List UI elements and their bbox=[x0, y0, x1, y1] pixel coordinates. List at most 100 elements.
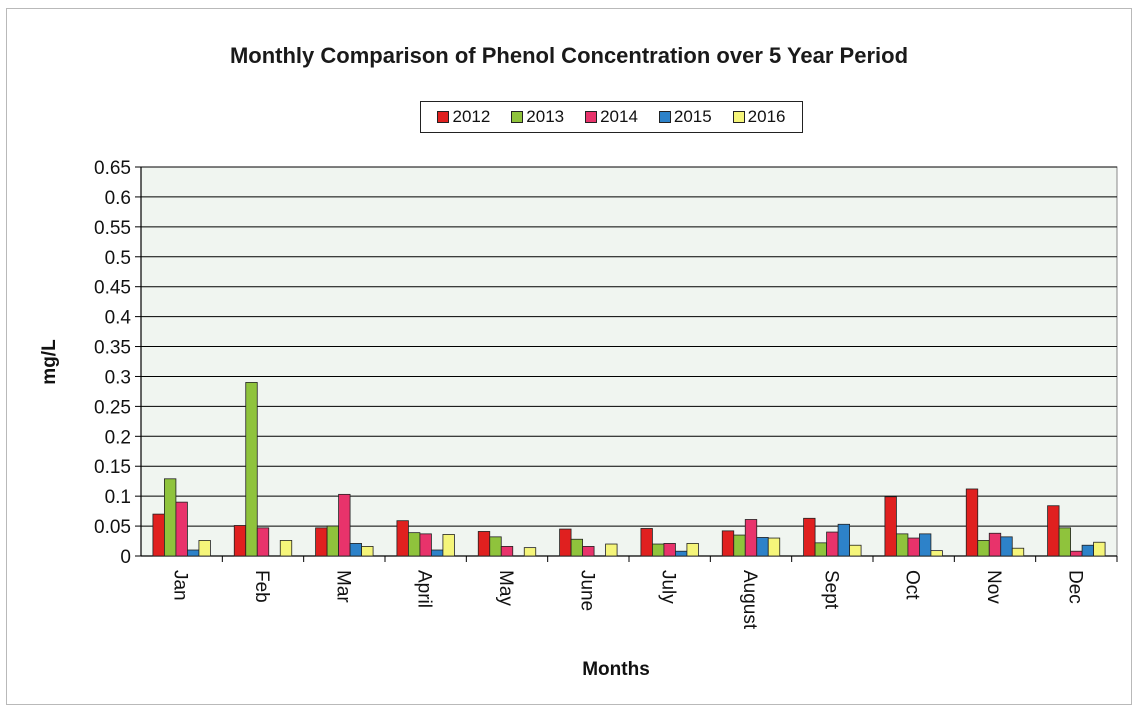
legend-label-2014: 2014 bbox=[600, 107, 638, 126]
x-axis-title: Months bbox=[582, 659, 650, 680]
bar-2013-Sept bbox=[814, 542, 827, 557]
bar-2012-April bbox=[396, 520, 409, 557]
bar-2016-July bbox=[686, 543, 699, 557]
x-tick-label: July bbox=[658, 570, 679, 604]
y-tick-label: 0.35 bbox=[94, 338, 131, 359]
bar-2015-April bbox=[431, 549, 444, 557]
y-tick-label: 0.1 bbox=[105, 487, 131, 508]
bar-2016-Sept bbox=[849, 544, 862, 557]
bar-2013-July bbox=[652, 543, 665, 557]
bar-2015-Oct bbox=[919, 533, 932, 557]
y-tick-label: 0.4 bbox=[105, 308, 132, 329]
x-tick-label: April bbox=[414, 570, 435, 608]
bar-2012-Jan bbox=[152, 513, 165, 557]
bar-2012-July bbox=[640, 528, 653, 557]
bar-2012-Feb bbox=[233, 525, 247, 557]
y-tick-label: 0.05 bbox=[94, 517, 131, 538]
bar-2015-Nov bbox=[1000, 536, 1013, 557]
bar-2015-Mar bbox=[349, 543, 362, 557]
bar-2014-April bbox=[419, 533, 432, 557]
legend-swatch-2016 bbox=[732, 111, 745, 123]
legend-swatch-2013 bbox=[511, 111, 524, 123]
y-tick-label: 0.2 bbox=[105, 427, 131, 448]
x-tick-label: May bbox=[495, 570, 516, 606]
bar-2016-April bbox=[442, 534, 455, 557]
x-tick-label: Sept bbox=[820, 570, 841, 610]
bar-2015-July bbox=[675, 550, 688, 557]
bar-2014-July bbox=[663, 543, 676, 557]
y-tick-label: 0.55 bbox=[94, 218, 131, 239]
bar-2013-Feb bbox=[245, 382, 258, 557]
legend-label-2013: 2013 bbox=[526, 107, 565, 126]
legend-item-2016: 2016 bbox=[732, 107, 786, 127]
y-tick-label: 0.15 bbox=[94, 457, 131, 478]
bar-2016-Dec bbox=[1093, 541, 1106, 557]
bar-2016-August bbox=[767, 537, 781, 557]
y-tick-label: 0.6 bbox=[105, 188, 131, 209]
bar-2012-Oct bbox=[884, 496, 897, 557]
legend-swatch-2015 bbox=[658, 111, 671, 123]
y-tick-label: 0.3 bbox=[105, 367, 131, 388]
y-axis-title: mg/L bbox=[39, 339, 60, 385]
y-tick-label: 0 bbox=[120, 547, 131, 568]
legend: 2012 2013 2014 2015 2016 bbox=[420, 101, 803, 133]
y-tick-label: 0.45 bbox=[94, 278, 131, 299]
bar-2014-Mar bbox=[338, 493, 351, 557]
bar-2013-Oct bbox=[896, 533, 909, 557]
legend-item-2015: 2015 bbox=[658, 107, 712, 127]
x-tick-label: Jan bbox=[170, 570, 191, 601]
legend-label-2016: 2016 bbox=[747, 107, 786, 126]
bar-2014-Jan bbox=[175, 501, 188, 557]
bar-2016-Jan bbox=[198, 540, 211, 557]
legend-item-2012: 2012 bbox=[437, 107, 490, 127]
bar-2015-Sept bbox=[837, 523, 850, 557]
bar-2015-Jan bbox=[187, 549, 200, 557]
x-tick-label: Mar bbox=[332, 570, 353, 603]
bar-2016-May bbox=[523, 547, 537, 557]
bar-2016-June bbox=[605, 543, 618, 557]
bar-2013-June bbox=[570, 538, 583, 557]
bar-2016-Feb bbox=[279, 540, 293, 557]
x-tick-label: August bbox=[739, 570, 760, 630]
bar-2013-Mar bbox=[326, 525, 339, 557]
x-tick-label: Oct bbox=[902, 570, 923, 600]
bar-2014-August bbox=[744, 519, 758, 557]
x-tick-label: Feb bbox=[251, 570, 272, 603]
legend-item-2013: 2013 bbox=[511, 107, 564, 127]
bar-2016-Oct bbox=[930, 550, 943, 557]
bar-2012-Mar bbox=[315, 527, 328, 557]
bar-2015-August bbox=[756, 537, 769, 557]
legend-item-2014: 2014 bbox=[585, 107, 638, 127]
bar-2014-Oct bbox=[907, 537, 920, 557]
bar-2014-May bbox=[500, 546, 514, 557]
bar-2014-Sept bbox=[826, 531, 839, 557]
x-tick-label: Dec bbox=[1064, 570, 1085, 604]
legend-swatch-2014 bbox=[585, 111, 598, 123]
bar-2014-Nov bbox=[988, 532, 1002, 557]
legend-label-2012: 2012 bbox=[452, 107, 491, 126]
legend-label-2015: 2015 bbox=[673, 107, 712, 126]
bar-2013-Jan bbox=[164, 478, 177, 557]
bar-2014-Feb bbox=[256, 527, 270, 557]
bar-2012-Nov bbox=[965, 488, 979, 557]
legend-swatch-2012 bbox=[437, 111, 450, 123]
bar-2013-May bbox=[489, 536, 502, 557]
bar-2013-Nov bbox=[977, 540, 990, 557]
chart-title: Monthly Comparison of Phenol Concentrati… bbox=[229, 43, 909, 68]
bar-2012-Sept bbox=[803, 517, 816, 557]
bar-2012-June bbox=[559, 528, 572, 557]
bar-2016-Mar bbox=[361, 546, 374, 557]
bar-2013-August bbox=[733, 534, 746, 557]
bar-2016-Nov bbox=[1011, 547, 1025, 557]
x-tick-label: June bbox=[576, 570, 597, 611]
y-tick-label: 0.25 bbox=[94, 397, 131, 418]
y-tick-label: 0.65 bbox=[94, 158, 131, 179]
y-tick-label: 0.5 bbox=[105, 248, 131, 269]
x-tick-label: Nov bbox=[983, 570, 1004, 604]
bar-2015-Dec bbox=[1081, 544, 1094, 557]
bar-2014-June bbox=[582, 546, 595, 557]
bar-2014-Dec bbox=[1070, 550, 1083, 557]
bar-2012-Dec bbox=[1047, 505, 1060, 557]
bar-2013-Dec bbox=[1058, 527, 1071, 557]
